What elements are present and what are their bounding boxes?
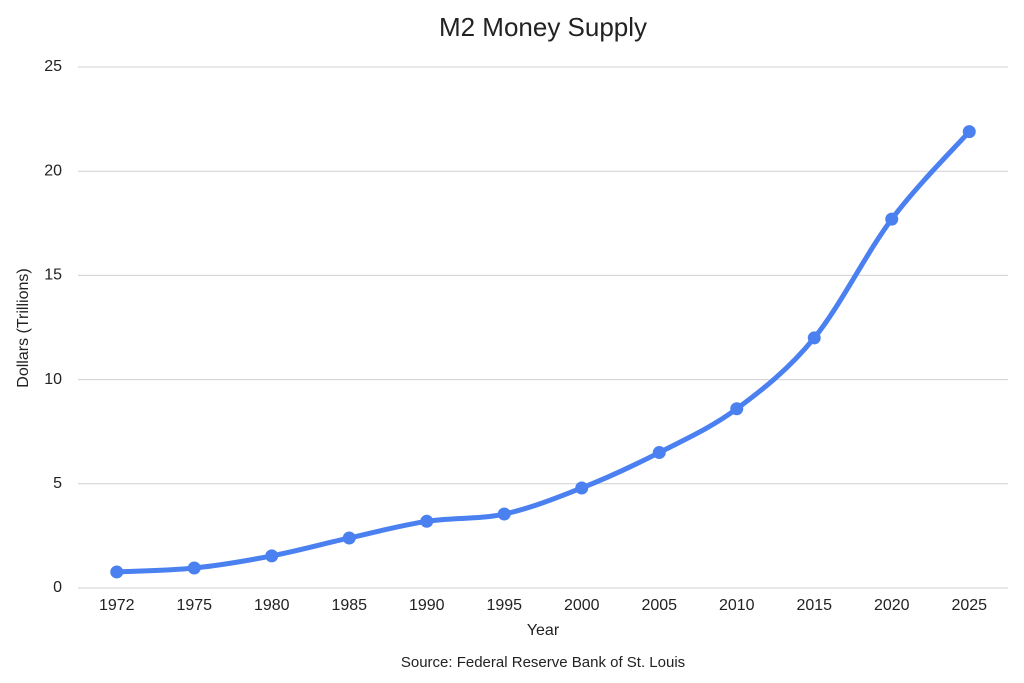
chart-title: M2 Money Supply (439, 12, 647, 42)
y-axis-label: Dollars (Trillions) (15, 268, 32, 387)
data-point (730, 402, 744, 416)
source-note: Source: Federal Reserve Bank of St. Loui… (401, 654, 685, 671)
x-tick-label: 1975 (176, 597, 212, 614)
data-point (885, 212, 899, 226)
x-tick-label: 1972 (99, 597, 135, 614)
x-tick-label: 2005 (641, 597, 677, 614)
y-tick-label: 15 (44, 267, 62, 284)
x-tick-label: 2015 (796, 597, 832, 614)
x-tick-label: 1980 (254, 597, 290, 614)
data-point (110, 565, 124, 579)
y-tick-label: 5 (53, 475, 62, 492)
y-tick-label: 0 (53, 579, 62, 596)
x-tick-label: 1985 (331, 597, 367, 614)
data-point (187, 561, 201, 575)
x-tick-label: 1995 (486, 597, 522, 614)
data-point (497, 507, 511, 521)
series-line (114, 129, 972, 575)
x-tick-label: 2010 (719, 597, 755, 614)
x-tick-label: 2020 (874, 597, 910, 614)
data-point (575, 481, 589, 495)
x-axis-label: Year (527, 622, 560, 639)
x-tick-label: 2000 (564, 597, 600, 614)
data-point (420, 514, 434, 528)
x-tick-label: 2025 (951, 597, 987, 614)
y-tick-label: 10 (44, 371, 62, 388)
data-point (807, 331, 821, 345)
data-point (342, 531, 356, 545)
x-tick-label: 1990 (409, 597, 445, 614)
data-point (962, 125, 976, 139)
data-point (265, 549, 279, 563)
y-tick-label: 25 (44, 58, 62, 75)
data-point (652, 446, 666, 460)
y-tick-label: 20 (44, 162, 62, 179)
